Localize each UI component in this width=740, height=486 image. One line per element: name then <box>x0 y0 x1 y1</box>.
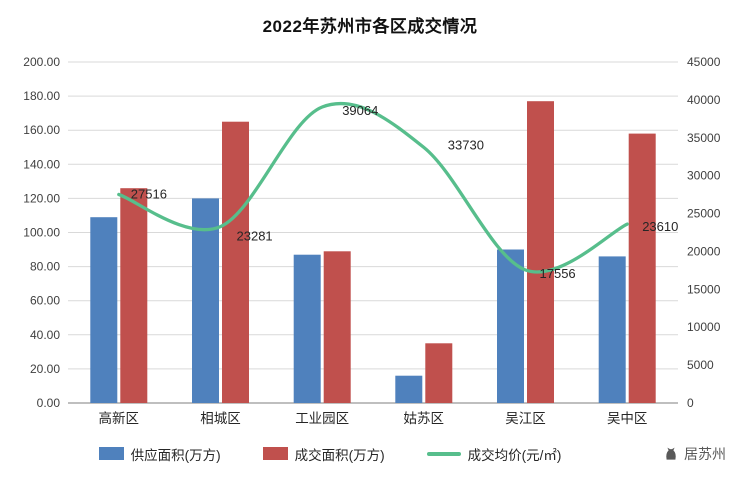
supply-bar-1 <box>192 198 219 403</box>
right-axis-tick: 35000 <box>687 131 721 145</box>
legend-item-deal: 成交面积(万方) <box>262 444 385 464</box>
deal-bar-1 <box>222 121 249 403</box>
left-axis-tick: 180.00 <box>23 89 60 103</box>
supply-bar-4 <box>497 249 524 403</box>
right-axis-tick: 45000 <box>687 55 721 69</box>
supply-bar-0 <box>90 217 118 403</box>
legend-item-supply: 供应面积(万方) <box>98 444 221 464</box>
supply-bar-5 <box>598 256 626 403</box>
left-axis-tick: 160.00 <box>23 123 60 137</box>
deal-bar-0 <box>120 188 148 403</box>
left-axis-tick: 140.00 <box>23 157 60 171</box>
x-axis-label-1: 相城区 <box>200 411 241 426</box>
x-axis-label-0: 高新区 <box>99 410 140 426</box>
watermark: 居苏州 <box>663 444 726 464</box>
x-axis-label-5: 吴中区 <box>607 411 648 426</box>
deal-bar-3 <box>425 343 453 403</box>
legend-item-price: 成交均价(元/㎡) <box>426 444 562 464</box>
x-axis-label-2: 工业园区 <box>295 411 349 426</box>
left-axis-tick: 80.00 <box>30 260 60 274</box>
chart-title: 2022年苏州市各区成交情况 <box>262 17 478 36</box>
price-line <box>117 101 629 274</box>
deal-bar-2 <box>323 251 351 403</box>
chart-footer: 供应面积(万方) 成交面积(万方) 成交均价(元/㎡) 居苏州 <box>0 427 740 480</box>
right-axis-tick: 15000 <box>687 282 721 296</box>
x-axis-label-3: 姑苏区 <box>404 411 445 426</box>
line-data-label-3: 33730 <box>448 137 484 152</box>
legend-label-price: 成交均价(元/㎡) <box>467 447 562 463</box>
jusuzhou-logo-icon <box>666 447 676 460</box>
left-axis-tick: 0.00 <box>37 396 61 410</box>
left-axis-tick: 200.00 <box>23 55 60 69</box>
price-series-swatch <box>426 451 461 456</box>
legend-label-deal: 成交面积(万方) <box>294 447 385 463</box>
left-axis-tick: 20.00 <box>30 362 60 376</box>
legend-label-supply: 供应面积(万方) <box>130 447 221 463</box>
right-axis-tick: 25000 <box>687 207 721 221</box>
right-axis-tick: 5000 <box>687 358 714 372</box>
x-axis-label-4: 吴江区 <box>505 411 546 426</box>
right-axis-tick: 0 <box>687 396 694 410</box>
line-data-label-5: 23610 <box>642 219 678 234</box>
left-axis-tick: 100.00 <box>23 226 60 240</box>
right-axis-tick: 30000 <box>687 169 721 183</box>
watermark-text: 居苏州 <box>684 445 726 462</box>
right-axis-tick: 40000 <box>687 93 721 107</box>
right-axis-tick: 10000 <box>687 320 721 334</box>
supply-bar-3 <box>395 375 423 403</box>
line-data-label-0: 27516 <box>131 187 167 202</box>
deal-bar-4 <box>527 101 554 403</box>
line-data-label-2: 39064 <box>342 103 378 118</box>
left-axis-tick: 120.00 <box>23 191 60 205</box>
left-axis-tick: 60.00 <box>30 294 60 308</box>
deal-series-swatch <box>262 447 288 460</box>
supply-bar-2 <box>293 254 321 403</box>
line-data-label-1: 23281 <box>237 229 273 244</box>
legend: 供应面积(万方) 成交面积(万方) 成交均价(元/㎡) <box>98 444 562 464</box>
right-axis-tick: 20000 <box>687 244 721 258</box>
deal-bar-5 <box>628 133 656 403</box>
line-data-label-4: 17556 <box>540 266 576 281</box>
chart-plot: 0.00 20.00 40.00 60.00 80.00 100.00 120.00 140.… <box>23 55 721 426</box>
left-axis-tick: 40.00 <box>30 328 60 342</box>
supply-series-swatch <box>98 447 124 460</box>
